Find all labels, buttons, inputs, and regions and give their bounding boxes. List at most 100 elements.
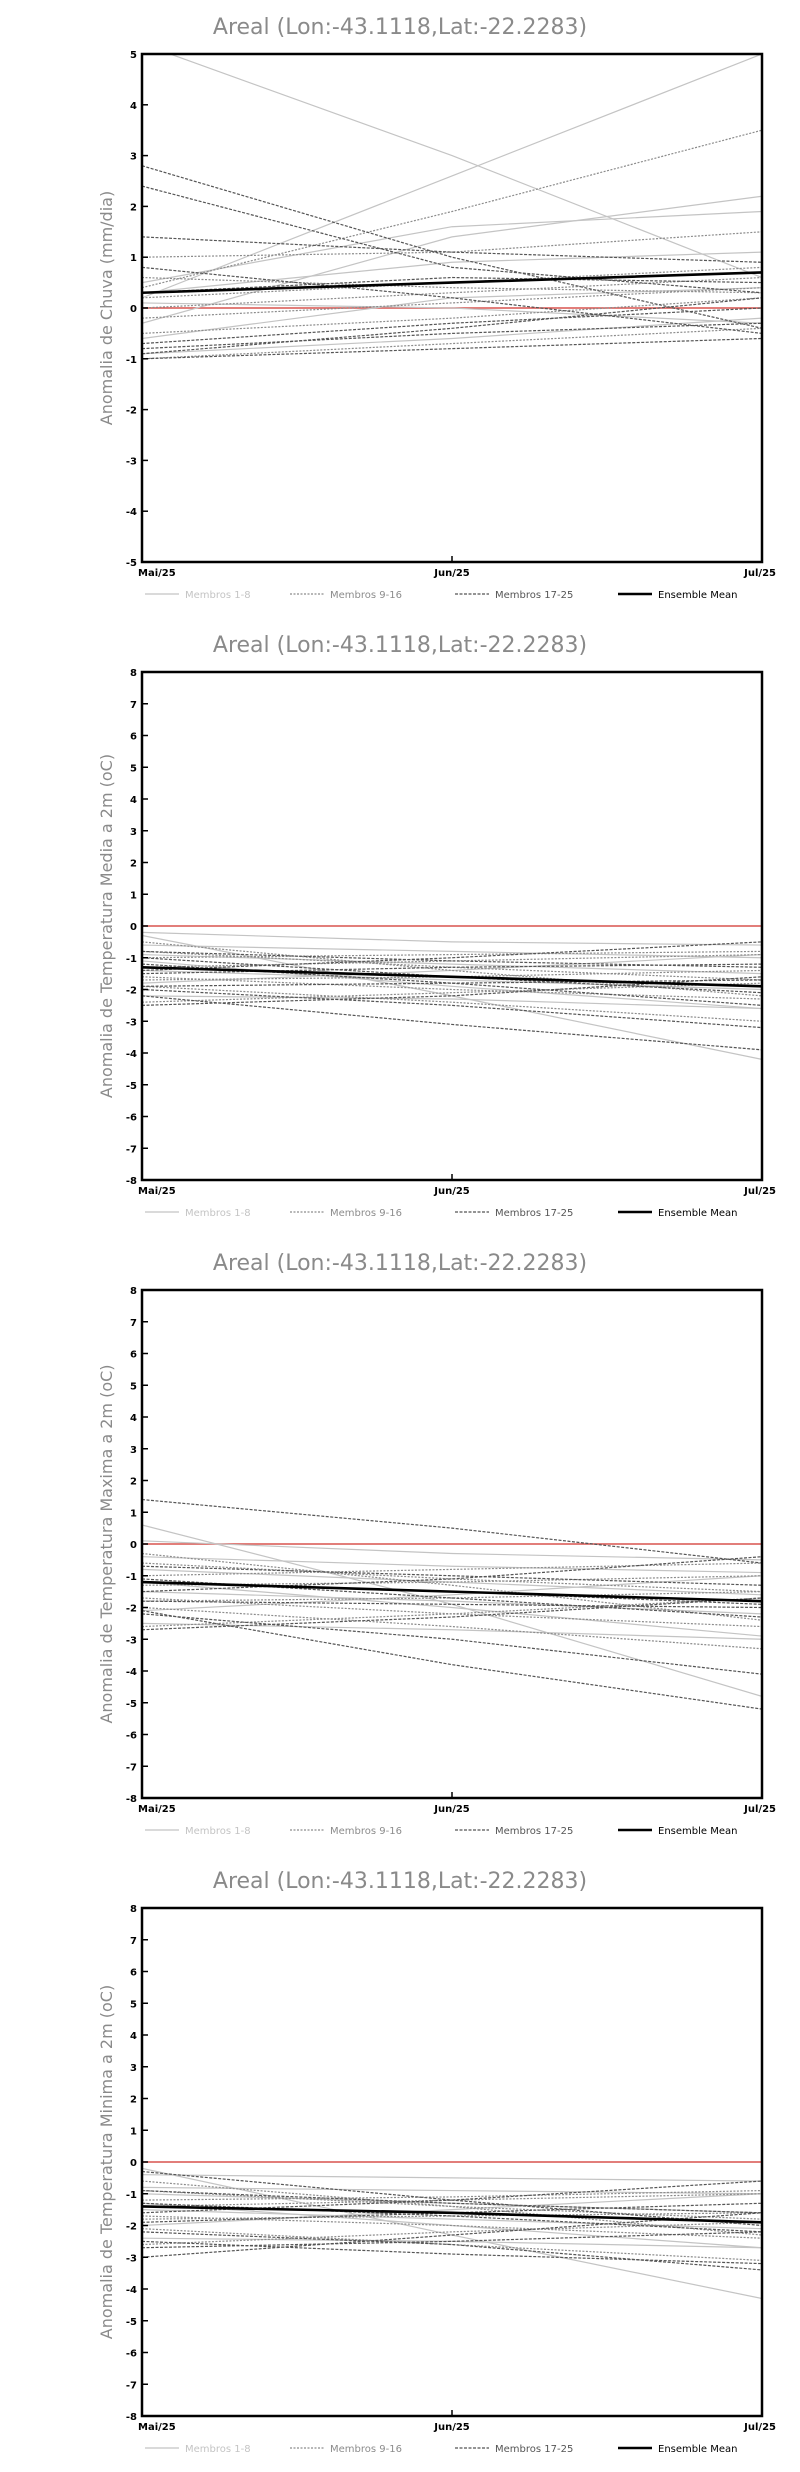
y-tick-label: -5 — [126, 558, 137, 569]
y-tick-label: -7 — [126, 1762, 137, 1773]
y-tick-label: -1 — [126, 954, 137, 965]
member-line — [142, 297, 762, 355]
y-tick-label: -6 — [126, 1731, 137, 1742]
member-line — [142, 995, 762, 1051]
legend-label: Membros 1-8 — [185, 1826, 251, 1837]
member-line — [142, 2237, 762, 2249]
legend-label: Membros 1-8 — [185, 2444, 251, 2455]
y-tick-label: -8 — [126, 1176, 137, 1187]
y-tick-label: 7 — [130, 700, 137, 711]
member-line — [142, 995, 762, 1010]
legend-label: Membros 9-16 — [330, 1826, 402, 1837]
y-tick-label: 3 — [130, 827, 137, 838]
member-line — [142, 982, 762, 1003]
member-line — [142, 195, 762, 324]
member-line — [142, 276, 762, 294]
y-tick-label: -3 — [126, 456, 137, 467]
y-tick-label: 4 — [130, 795, 137, 806]
member-line — [142, 944, 762, 959]
member-line — [142, 1613, 762, 1675]
y-axis-label: Anomalia de Temperatura Minima a 2m (oC) — [97, 1985, 116, 2339]
x-tick-label: Jul/25 — [743, 568, 776, 579]
y-tick-label: 6 — [130, 732, 137, 743]
member-line — [168, 54, 762, 279]
y-tick-label: 7 — [130, 1318, 137, 1329]
legend-label: Ensemble Mean — [658, 1208, 737, 1219]
member-line — [142, 1597, 762, 1628]
y-tick-label: 2 — [130, 859, 137, 870]
chart-panel: Areal (Lon:-43.1118,Lat:-22.2283) Anomali… — [0, 1236, 800, 1854]
y-tick-label: -3 — [126, 1017, 137, 1028]
member-line — [142, 953, 762, 975]
legend-label: Ensemble Mean — [658, 2444, 737, 2455]
member-line — [142, 1575, 762, 1612]
x-tick-label: Jun/25 — [433, 1186, 470, 1197]
member-line — [142, 2212, 762, 2220]
member-line — [142, 322, 762, 350]
legend-label: Membros 17-25 — [495, 590, 573, 601]
x-tick-label: Jun/25 — [433, 568, 470, 579]
member-line — [142, 1498, 762, 1564]
member-line — [142, 251, 762, 294]
y-tick-label: 0 — [130, 2158, 137, 2169]
y-tick-label: -1 — [126, 1572, 137, 1583]
y-axis-label: Anomalia de Temperatura Media a 2m (oC) — [97, 754, 116, 1098]
member-line — [142, 1581, 762, 1637]
ensemble-mean-line — [142, 271, 762, 295]
chart-title: Areal (Lon:-43.1118,Lat:-22.2283) — [213, 1251, 587, 1276]
member-line — [142, 1562, 762, 1593]
x-tick-label: Mai/25 — [138, 2422, 176, 2433]
x-tick-label: Jun/25 — [433, 1804, 470, 1815]
member-line — [142, 302, 762, 324]
chart-svg: Areal (Lon:-43.1118,Lat:-22.2283) Anomali… — [97, 15, 776, 601]
y-tick-label: -4 — [126, 2285, 137, 2296]
y-tick-label: -6 — [126, 2349, 137, 2360]
y-tick-label: 1 — [130, 2126, 137, 2137]
y-tick-label: 3 — [130, 2063, 137, 2074]
y-tick-label: -7 — [126, 2380, 137, 2391]
member-line — [142, 129, 762, 289]
legend-label: Membros 9-16 — [330, 590, 402, 601]
member-line — [142, 185, 762, 294]
member-line — [142, 266, 762, 334]
y-tick-label: 1 — [130, 253, 137, 264]
x-tick-label: Mai/25 — [138, 568, 176, 579]
member-line — [142, 2231, 762, 2271]
y-tick-label: 8 — [130, 668, 137, 679]
y-tick-label: -2 — [126, 406, 137, 417]
member-line — [142, 1597, 762, 1628]
y-tick-label: 8 — [130, 1904, 137, 1915]
member-line — [142, 953, 762, 968]
y-tick-label: 6 — [130, 1350, 137, 1361]
y-tick-label: 3 — [130, 1445, 137, 1456]
member-line — [142, 2240, 762, 2265]
y-tick-label: 5 — [130, 1381, 137, 1392]
y-tick-label: -4 — [126, 1667, 137, 1678]
member-line — [142, 287, 762, 319]
member-line — [142, 2202, 762, 2249]
y-tick-label: -6 — [126, 1113, 137, 1124]
y-tick-label: -8 — [126, 2412, 137, 2423]
x-tick-label: Jul/25 — [743, 1804, 776, 1815]
member-line — [142, 1556, 762, 1574]
legend-label: Ensemble Mean — [658, 1826, 737, 1837]
ensemble-mean-line — [142, 1580, 762, 1603]
member-line — [142, 969, 762, 981]
x-tick-label: Jun/25 — [433, 2422, 470, 2433]
y-tick-label: 8 — [130, 1286, 137, 1297]
y-tick-label: -7 — [126, 1144, 137, 1155]
member-line — [142, 1622, 762, 1640]
y-tick-label: 5 — [130, 50, 137, 61]
y-axis-label: Anomalia de Temperatura Maxima a 2m (oC) — [97, 1364, 116, 1723]
member-line — [142, 2193, 762, 2214]
legend-label: Membros 17-25 — [495, 2444, 573, 2455]
member-line — [142, 2221, 762, 2246]
chart-title: Areal (Lon:-43.1118,Lat:-22.2283) — [213, 1869, 587, 1894]
member-line — [142, 988, 762, 1029]
chart-svg: Areal (Lon:-43.1118,Lat:-22.2283) Anomali… — [97, 1869, 776, 2455]
ensemble-mean-line — [142, 2205, 762, 2224]
y-tick-label: -3 — [126, 2253, 137, 2264]
member-line — [142, 54, 762, 299]
ensemble-mean-line — [142, 965, 762, 988]
member-line — [142, 985, 762, 1022]
